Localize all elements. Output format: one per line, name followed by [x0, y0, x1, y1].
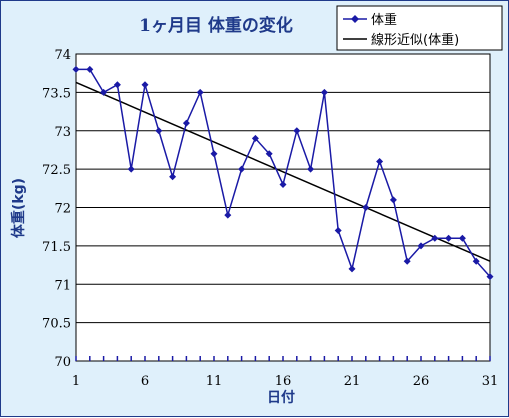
legend-label-trend: 線形近似(体重) [371, 32, 459, 48]
data-point [224, 211, 232, 219]
data-point [113, 81, 121, 89]
x-tick-label: 26 [413, 374, 430, 389]
data-point [169, 173, 177, 181]
data-point [431, 234, 439, 242]
y-tick-label: 70 [54, 355, 71, 370]
chart-title: 1ヶ月目 体重の変化 [139, 15, 293, 36]
data-point [196, 88, 204, 96]
data-point [155, 127, 163, 135]
data-point [334, 227, 342, 235]
y-tick-label: 73 [54, 125, 71, 140]
data-point [141, 81, 149, 89]
data-point [86, 65, 94, 73]
data-point [362, 204, 370, 211]
legend-label-weight: 体重 [371, 12, 397, 28]
data-point [417, 242, 425, 250]
y-tick-label: 73.5 [42, 86, 71, 101]
data-point [238, 165, 246, 173]
data-point [293, 127, 301, 135]
legend: 体重 線形近似(体重) [336, 5, 503, 51]
y-tick-label: 71 [54, 278, 71, 293]
data-point [320, 88, 328, 96]
y-axis-title: 体重(kg) [10, 178, 27, 238]
y-tick-label: 72.5 [42, 163, 71, 178]
x-axis-tick-marks [75, 356, 491, 361]
data-point [72, 65, 80, 73]
data-point [376, 157, 384, 165]
x-tick-label: 31 [482, 374, 499, 389]
y-tick-label: 72 [54, 202, 71, 217]
data-point [307, 165, 315, 173]
data-point [100, 88, 108, 96]
x-tick-label: 6 [141, 374, 149, 389]
trendline [75, 81, 491, 262]
series-group [72, 65, 494, 281]
data-point [182, 119, 190, 127]
data-point [472, 257, 480, 265]
data-point [486, 273, 494, 281]
data-point [210, 150, 218, 158]
data-point [403, 257, 411, 265]
x-tick-label: 16 [275, 374, 292, 389]
data-point [445, 234, 453, 242]
y-tick-label: 70.5 [42, 317, 71, 332]
data-point [265, 150, 273, 158]
data-point [389, 196, 397, 204]
y-tick-label: 71.5 [42, 240, 71, 255]
gridlines [76, 53, 490, 324]
x-axis-title: 日付 [267, 389, 295, 406]
x-tick-label: 1 [72, 374, 80, 389]
data-point [458, 234, 466, 242]
legend-box [336, 5, 503, 51]
legend-marker-weight [351, 15, 359, 23]
x-axis-tick-labels: 1 6 11 16 21 26 31 [72, 374, 498, 389]
x-tick-label: 11 [206, 374, 223, 389]
y-tick-label: 74 [54, 48, 71, 63]
data-point [348, 265, 356, 273]
x-tick-label: 21 [344, 374, 361, 389]
data-point [279, 180, 287, 188]
data-point [127, 165, 135, 173]
y-axis-tick-labels: 70 70.5 71 71.5 72 72.5 73 73.5 74 [42, 48, 71, 370]
data-point [251, 134, 259, 142]
